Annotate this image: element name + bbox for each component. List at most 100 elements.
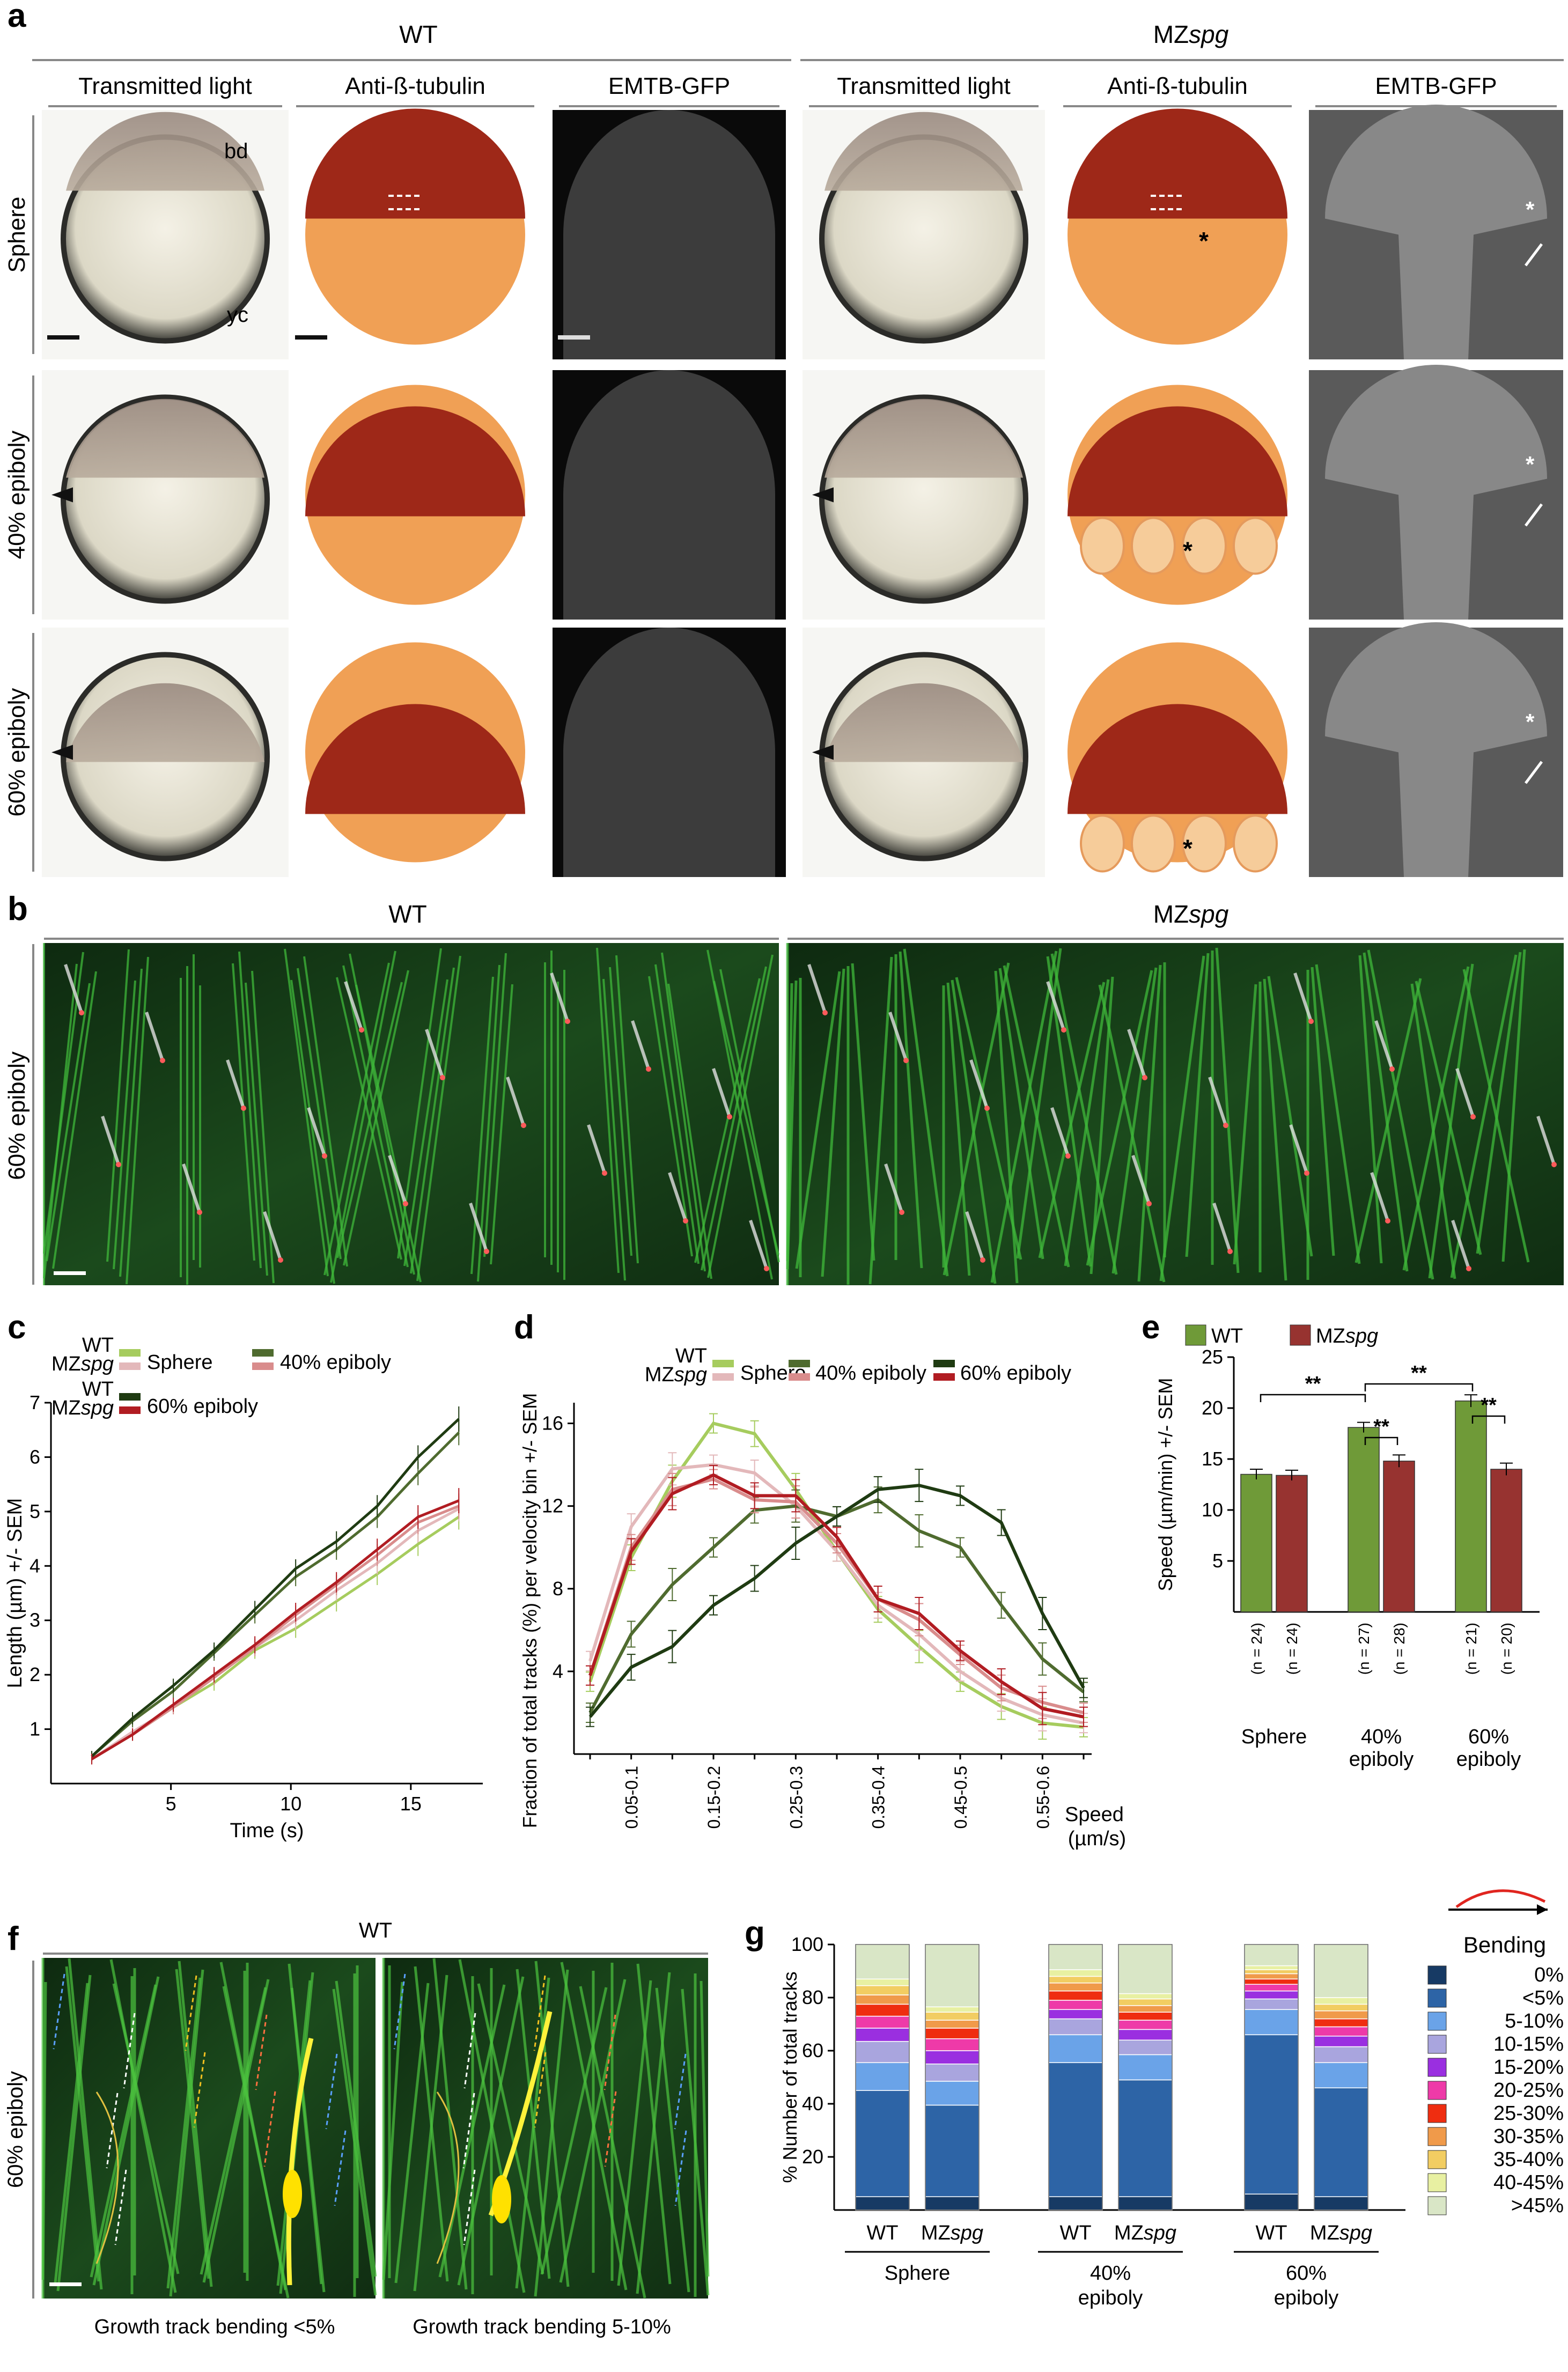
stack-segment-10 (1048, 1944, 1103, 1970)
growth-track-trace (603, 2014, 616, 2090)
bracket-sphere-40 (1260, 1394, 1366, 1402)
stack-segment-10 (855, 1944, 910, 1980)
legend-swatch (1427, 2012, 1447, 2031)
speed-unit: (µm/s) (1068, 1828, 1126, 1850)
y-tick-label: 12 (542, 1495, 563, 1517)
embryo-blastoderm-stain (305, 406, 525, 517)
yolk-nucleus (1182, 517, 1227, 575)
growth-track (263, 1211, 282, 1261)
stack-segment-3 (1118, 2039, 1173, 2056)
category-label: Sphere (1241, 1726, 1307, 1748)
growth-track (1212, 1203, 1232, 1252)
x-tick-label: 0.55-0.6 (1033, 1766, 1052, 1829)
microtubule-fiber (943, 962, 1010, 1276)
stack-segment-2 (1048, 2034, 1103, 2064)
microtubule-fiber (706, 949, 773, 1280)
microtubule-fiber (175, 1969, 210, 2279)
plus-end-comet (1223, 1123, 1228, 1128)
growth-track (965, 1211, 984, 1261)
scale-bar (49, 2282, 82, 2286)
category-label: 40% (1361, 1726, 1402, 1748)
bar-mz (1383, 1461, 1415, 1612)
stack-segment-1 (1048, 2062, 1103, 2197)
legend-bin: <5% (1522, 1987, 1564, 2009)
microtubule-fiber (795, 971, 841, 1269)
arrow-icon (1525, 503, 1543, 527)
y-axis-label: Length (µm) +/- SEM (4, 1498, 26, 1689)
stack-segment-2 (925, 2081, 980, 2106)
microtubule-fiber (1159, 955, 1205, 1281)
stack-segment-7 (1244, 1973, 1299, 1980)
plus-end-comet (602, 1170, 607, 1176)
bar-wt (1240, 1474, 1272, 1612)
stack-segment-9 (925, 2006, 980, 2013)
microtubule-fiber (1086, 970, 1153, 1266)
y-tick-label: 100 (791, 1933, 823, 1955)
stack-segment-1 (1118, 2079, 1173, 2197)
stack-segment-10 (1118, 1944, 1173, 1994)
legend-swatch (1427, 2104, 1447, 2123)
n-label: (n = 24) (1248, 1623, 1265, 1675)
microtubule-fiber (1233, 984, 1257, 1265)
legend-bin: 0% (1534, 1964, 1564, 1986)
microtubule-fiber (786, 980, 798, 1270)
microtubule-fiber (534, 1969, 569, 2297)
microtubule-fiber (477, 964, 500, 1282)
legend-mz-prefix: MZ (645, 1364, 674, 1386)
embryo-blastoderm-stain (305, 704, 525, 814)
growth-track-trace (534, 2052, 547, 2128)
microtubule-fiber (655, 1987, 690, 2293)
legend-swatch-wt (1185, 1324, 1206, 1346)
growth-track (550, 973, 569, 1022)
microtubule-fiber (68, 1958, 103, 2290)
microtubule-fiber (1263, 978, 1287, 1281)
microtubule-fiber (1089, 976, 1114, 1275)
stack-segment-5 (1314, 2026, 1368, 2037)
stack-segment-1 (855, 2090, 910, 2197)
embryo-blastoderm-stain (1068, 704, 1287, 814)
panel-f-row-label: 60% epiboly (4, 2071, 27, 2188)
plus-end-comet (160, 1058, 165, 1063)
microtubule-fiber (559, 1979, 627, 2283)
growth-track-trace (463, 2013, 476, 2089)
stack-segment-8 (1314, 2003, 1368, 2012)
microtubule-fiber (1476, 952, 1522, 1254)
stack-segment-6 (1244, 1978, 1299, 1985)
y-tick-label: 25 (1202, 1346, 1223, 1368)
significance-label: ** (1481, 1394, 1497, 1417)
stack-segment-9 (855, 1978, 910, 1986)
stack-segment-5 (1244, 1984, 1299, 1992)
bending-curve-icon (1455, 1889, 1546, 1909)
legend-mz: MZspg (645, 1364, 707, 1386)
bar-label: MZspg (1310, 2222, 1372, 2244)
panel-e-chart: e 5 10 15 20 25 Speed (µm/min) +/- SEM (n = 24… (1142, 1309, 1540, 1771)
microtubule-fiber (169, 1969, 204, 2297)
panel-a-row-labels: Sphere 40% epiboly 60% epiboly (4, 115, 34, 872)
bar-mz (1490, 1469, 1522, 1612)
stack-segment-1 (1244, 2034, 1299, 2195)
growth-track-trace (106, 2093, 119, 2169)
growth-track (506, 1077, 525, 1126)
bar-label: WT (866, 2222, 898, 2244)
stack-segment-0 (1118, 2196, 1173, 2211)
stack-segment-3 (1244, 1998, 1299, 2010)
growth-track (344, 981, 363, 1030)
category-label: epiboly (1456, 1748, 1521, 1771)
growth-track (1046, 981, 1065, 1030)
legend-mz-suffix: spg (81, 1353, 114, 1375)
growth-track (1050, 1107, 1070, 1156)
microtubule-fiber (332, 1988, 377, 2296)
significance-label: ** (1411, 1362, 1427, 1384)
legend-mz-suffix: spg (674, 1364, 707, 1386)
embryo-cells-gfp (563, 370, 775, 620)
microtubule-fiber (416, 955, 461, 1281)
microtubule-fiber (403, 979, 448, 1266)
microtubule-fiber (297, 968, 342, 1259)
microtubule-fiber (1185, 953, 1210, 1257)
annotation-bd: bd (224, 139, 248, 163)
microtubule-fiber (1311, 967, 1335, 1256)
microtubule-fiber (990, 951, 1058, 1283)
microtubule-fiber (232, 963, 255, 1261)
microtubule-fiber (602, 978, 626, 1281)
